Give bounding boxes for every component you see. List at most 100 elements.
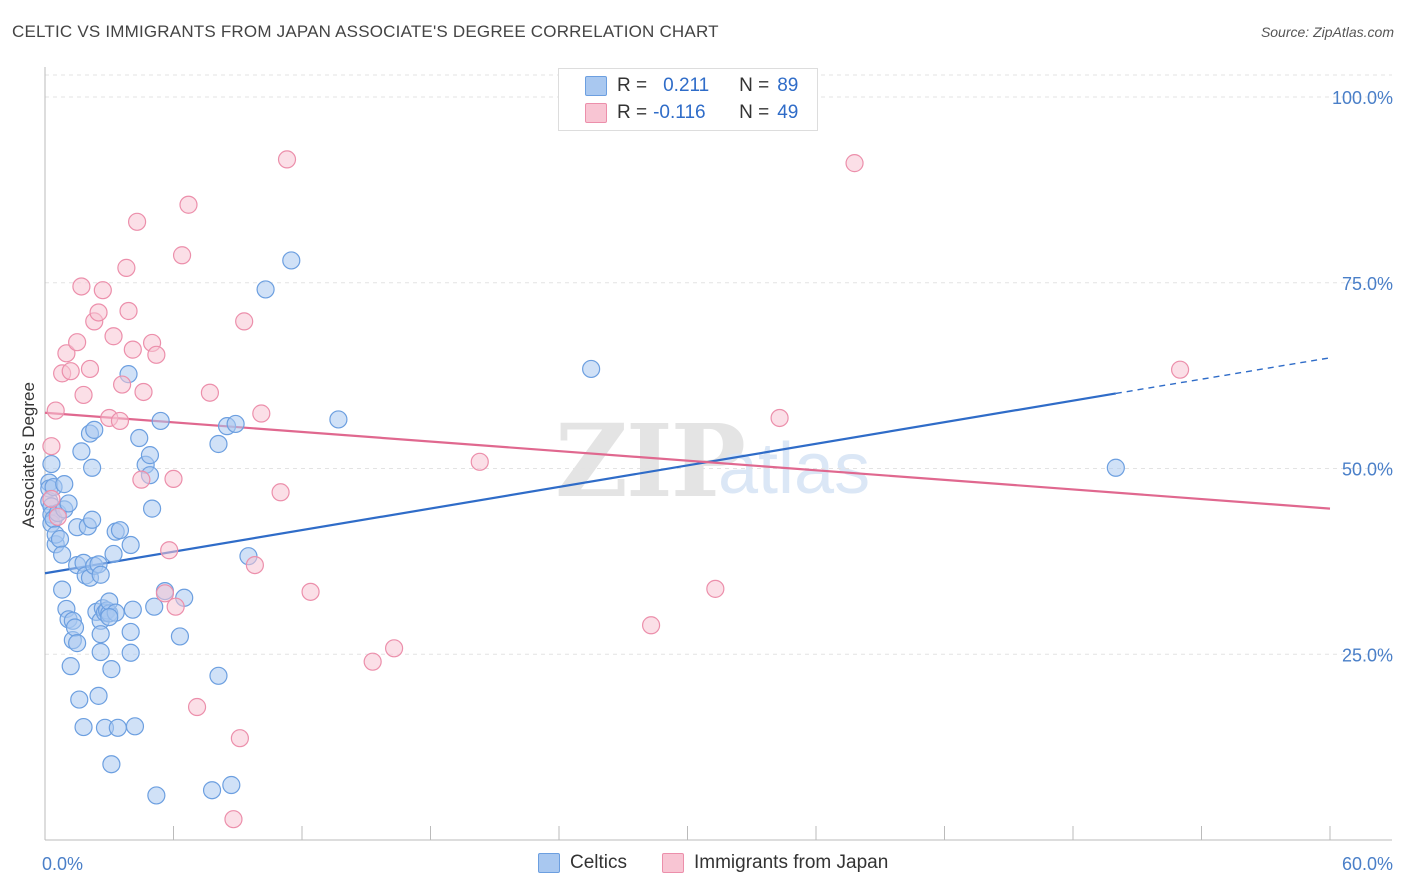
data-point: [252, 404, 271, 423]
data-point: [85, 420, 104, 439]
tick-labels: 25.0% 50.0% 75.0% 100.0% 0.0% 60.0%: [42, 88, 1393, 874]
data-point: [55, 475, 74, 494]
y-tick-label: 100.0%: [1332, 88, 1393, 108]
data-point: [91, 642, 110, 662]
trend-line-japan: [44, 411, 1331, 510]
trend-line-extension: [1115, 357, 1331, 395]
data-point: [100, 607, 119, 627]
data-point: [123, 340, 142, 359]
legend-swatch-celtics: [585, 76, 607, 96]
data-point: [117, 258, 136, 277]
bottom-legend-japan: Immigrants from Japan: [662, 852, 888, 874]
bottom-legend-swatch-japan: [662, 853, 684, 873]
data-point: [200, 383, 220, 402]
data-point: [172, 246, 192, 265]
data-point: [164, 469, 183, 489]
data-point: [119, 301, 138, 321]
data-point: [187, 697, 207, 717]
data-points: [40, 150, 1190, 829]
data-point: [224, 810, 243, 829]
data-point: [102, 660, 121, 679]
data-point: [91, 565, 110, 584]
data-point: [384, 639, 404, 658]
series-celtics: [40, 251, 1125, 805]
data-point: [59, 494, 78, 513]
y-tick-label: 50.0%: [1342, 460, 1393, 480]
data-point: [845, 154, 864, 173]
data-point: [121, 643, 140, 662]
data-point: [72, 277, 91, 296]
data-point: [112, 375, 132, 394]
data-point: [130, 428, 149, 448]
data-point: [271, 483, 290, 502]
data-point: [127, 212, 147, 231]
data-point: [65, 618, 85, 637]
data-point: [202, 781, 222, 800]
data-point: [256, 280, 275, 299]
data-point: [134, 382, 153, 402]
data-point: [108, 718, 127, 737]
data-point: [282, 251, 301, 270]
legend-row-japan: R = -0.116 N = 49: [585, 100, 799, 126]
data-point: [42, 489, 61, 509]
data-point: [226, 414, 245, 434]
data-point: [235, 312, 254, 331]
bottom-legend-swatch-celtics: [538, 853, 560, 873]
data-point: [57, 344, 76, 363]
source-label: Source: ZipAtlas.com: [1260, 24, 1394, 40]
data-point: [209, 434, 228, 454]
data-point: [80, 359, 100, 379]
data-point: [46, 401, 65, 420]
data-point: [145, 597, 164, 616]
data-point: [140, 446, 160, 465]
x-tick-label: 0.0%: [42, 854, 83, 874]
data-point: [89, 303, 108, 322]
data-point: [582, 359, 601, 379]
data-point: [147, 345, 166, 364]
legend-r-value: -0.116: [653, 102, 706, 123]
data-point: [50, 529, 70, 549]
data-point: [179, 195, 198, 214]
data-point: [121, 535, 140, 555]
data-point: [74, 385, 93, 405]
bottom-legend-label-japan: Immigrants from Japan: [694, 852, 889, 873]
data-point: [155, 584, 175, 603]
data-point: [329, 410, 348, 429]
y-tick-label: 25.0%: [1342, 645, 1393, 665]
data-point: [110, 411, 130, 431]
legend-row-celtics: R = 0.211 N = 89: [585, 73, 798, 99]
legend-n-value: 49: [777, 102, 799, 123]
legend-r-label: R =: [617, 75, 648, 96]
data-point: [301, 582, 320, 601]
data-point: [74, 717, 93, 737]
data-point: [222, 775, 241, 795]
data-point: [1106, 458, 1125, 477]
data-point: [104, 327, 123, 346]
data-point: [363, 652, 382, 671]
bottom-legend-celtics: Celtics: [538, 852, 627, 874]
data-point: [42, 437, 61, 456]
data-point: [68, 333, 87, 352]
data-point: [209, 666, 228, 685]
data-point: [110, 521, 130, 540]
data-point: [147, 786, 166, 805]
data-point: [83, 510, 102, 529]
data-point: [770, 408, 789, 428]
stats-legend: R = 0.211 N = 89 R = -0.116 N = 49: [558, 68, 818, 131]
data-point: [102, 755, 121, 774]
data-point: [42, 454, 61, 474]
data-point: [142, 499, 162, 518]
y-tick-label: 75.0%: [1342, 274, 1393, 294]
axes: [44, 67, 1392, 841]
data-point: [53, 545, 72, 564]
chart-title: CELTIC VS IMMIGRANTS FROM JAPAN ASSOCIAT…: [12, 22, 719, 41]
legend-swatch-japan: [585, 103, 607, 123]
data-point: [121, 622, 140, 642]
data-point: [70, 690, 89, 709]
x-tick-label: 60.0%: [1342, 854, 1393, 874]
data-point: [125, 717, 145, 736]
data-point: [83, 458, 102, 477]
data-point: [470, 452, 489, 471]
data-point: [68, 634, 87, 653]
